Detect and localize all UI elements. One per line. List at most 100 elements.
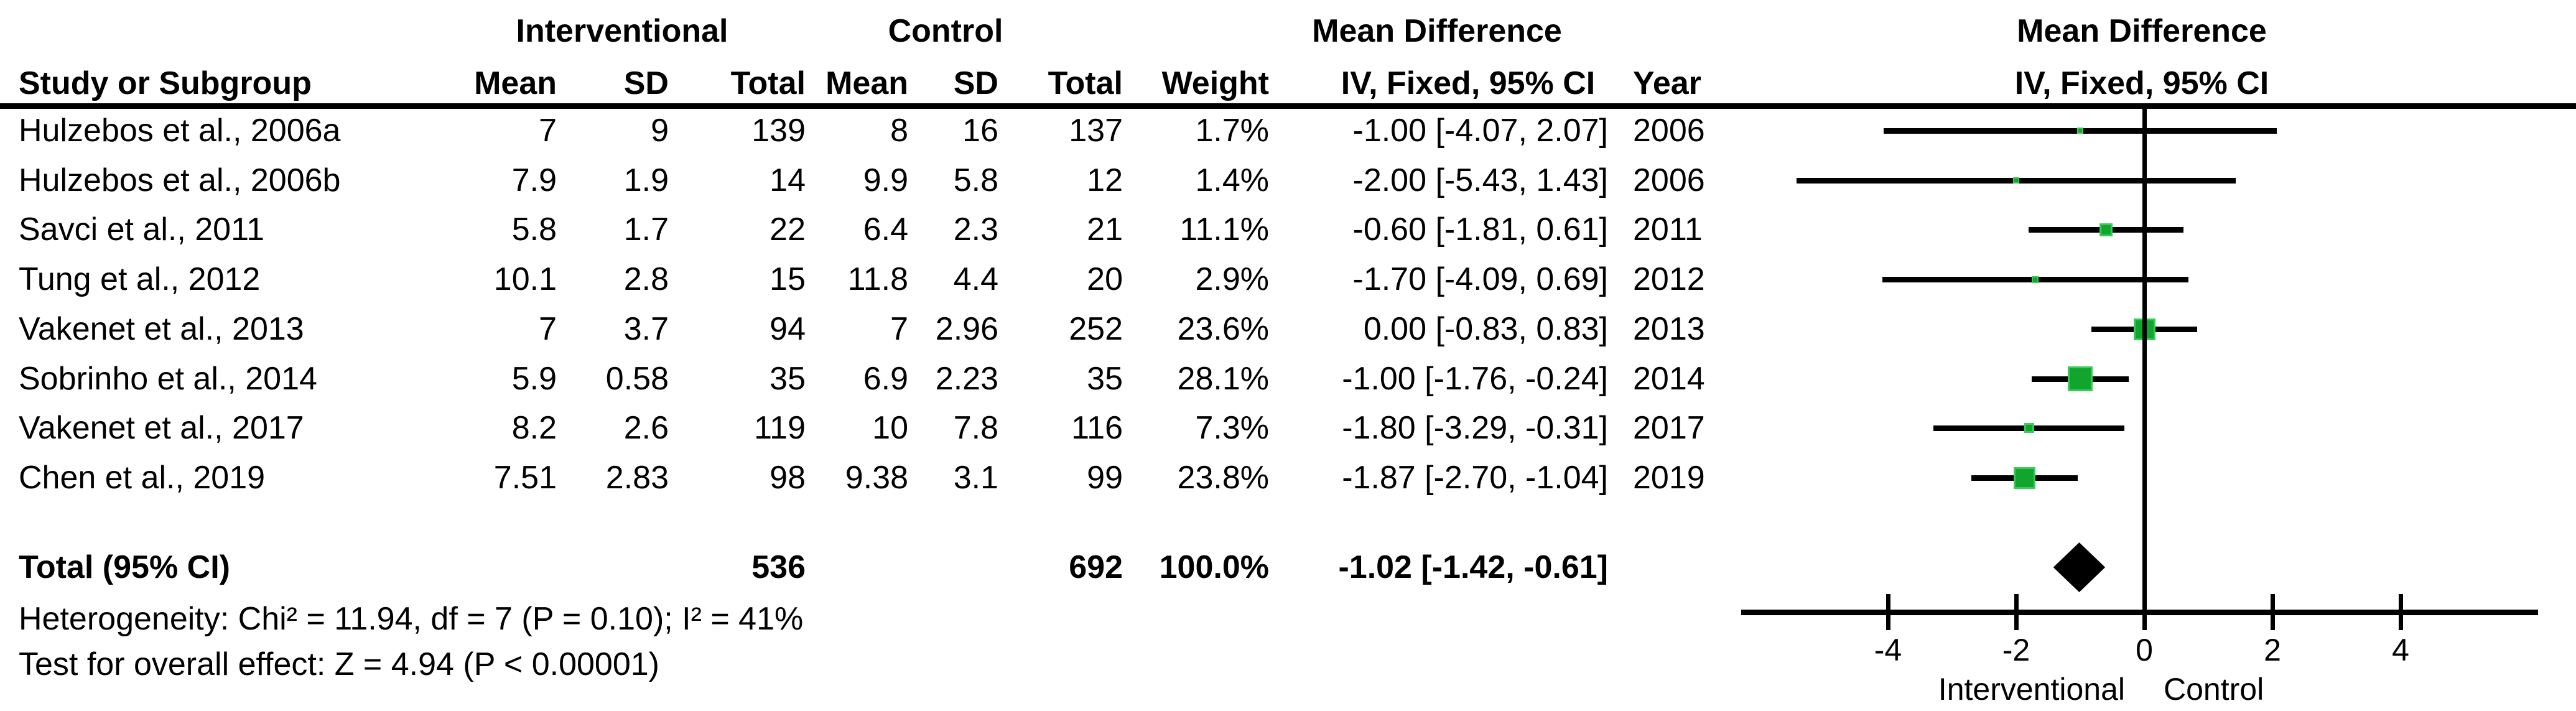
cell-weight: 7.3% bbox=[1195, 410, 1269, 446]
cell-year: 2006 bbox=[1633, 113, 1705, 149]
group-header-mean-difference-table: Mean Difference bbox=[1312, 13, 1562, 49]
total-ctrl-total: 692 bbox=[1069, 549, 1123, 585]
heterogeneity-text: Heterogeneity: Chi² = 11.94, df = 7 (P =… bbox=[19, 601, 804, 637]
cell-ctrl-sd: 7.8 bbox=[953, 410, 998, 446]
axis-tick-label: 2 bbox=[2264, 633, 2281, 667]
cell-ctrl-mean: 6.4 bbox=[863, 211, 908, 248]
cell-name: Chen et al., 2019 bbox=[19, 460, 266, 496]
cell-int-mean: 7 bbox=[539, 113, 557, 149]
axis-tick-label: -2 bbox=[2002, 633, 2030, 667]
axis-tick bbox=[1886, 594, 1890, 630]
overall-effect-text: Test for overall effect: Z = 4.94 (P < 0… bbox=[19, 646, 659, 682]
cell-ctrl-total: 116 bbox=[1071, 410, 1123, 446]
cell-name: Savci et al., 2011 bbox=[19, 211, 265, 248]
cell-year: 2014 bbox=[1633, 361, 1705, 397]
cell-int-sd: 2.83 bbox=[605, 460, 669, 496]
axis-tick-label: 0 bbox=[2136, 633, 2153, 667]
cell-name: Sobrinho et al., 2014 bbox=[19, 361, 317, 397]
cell-ci: 0.00 [-0.83, 0.83] bbox=[1363, 311, 1608, 347]
cell-int-sd: 2.6 bbox=[623, 410, 669, 446]
column-header-ctrl-total: Total bbox=[1048, 65, 1123, 101]
cell-ctrl-sd: 4.4 bbox=[953, 261, 998, 297]
cell-int-sd: 2.8 bbox=[623, 261, 669, 297]
cell-ctrl-mean: 10 bbox=[872, 410, 908, 446]
x-axis-line bbox=[1741, 610, 2538, 615]
axis-tick bbox=[2271, 594, 2275, 630]
cell-int-total: 94 bbox=[770, 311, 806, 347]
cell-int-mean: 10.1 bbox=[493, 261, 557, 297]
total-ci-text: -1.02 [-1.42, -0.61] bbox=[1338, 549, 1608, 585]
header-separator-line bbox=[0, 103, 2576, 109]
cell-ctrl-sd: 2.23 bbox=[935, 361, 998, 397]
cell-int-sd: 3.7 bbox=[623, 311, 669, 347]
cell-int-mean: 7 bbox=[539, 311, 557, 347]
cell-ci: -1.87 [-2.70, -1.04] bbox=[1342, 460, 1608, 496]
cell-name: Tung et al., 2012 bbox=[19, 261, 261, 297]
cell-ci: -1.80 [-3.29, -0.31] bbox=[1342, 410, 1608, 446]
effect-marker bbox=[2024, 423, 2034, 433]
cell-year: 2012 bbox=[1633, 261, 1705, 297]
cell-name: Vakenet et al., 2013 bbox=[19, 311, 304, 347]
column-header-plot-ci: IV, Fixed, 95% CI bbox=[2014, 65, 2269, 101]
cell-ctrl-sd: 2.3 bbox=[953, 211, 998, 248]
group-header-mean-difference-plot: Mean Difference bbox=[2017, 13, 2267, 49]
group-header-interventional: Interventional bbox=[516, 13, 728, 49]
cell-year: 2011 bbox=[1633, 211, 1703, 248]
cell-ctrl-mean: 9.38 bbox=[845, 460, 908, 496]
column-header-int-mean: Mean bbox=[474, 65, 557, 101]
effect-marker bbox=[2013, 177, 2019, 184]
effect-marker bbox=[2077, 128, 2083, 134]
cell-int-total: 35 bbox=[770, 361, 806, 397]
cell-year: 2006 bbox=[1633, 162, 1705, 198]
cell-int-sd: 0.58 bbox=[605, 361, 669, 397]
column-header-ctrl-mean: Mean bbox=[825, 65, 908, 101]
cell-ctrl-sd: 2.96 bbox=[935, 311, 998, 347]
cell-year: 2017 bbox=[1633, 410, 1705, 446]
zero-line bbox=[2142, 109, 2147, 616]
cell-ctrl-total: 252 bbox=[1069, 311, 1123, 347]
cell-weight: 28.1% bbox=[1177, 361, 1269, 397]
axis-tick bbox=[2142, 594, 2147, 630]
cell-weight: 11.1% bbox=[1179, 211, 1269, 248]
cell-int-mean: 5.8 bbox=[511, 211, 557, 248]
effect-marker bbox=[2099, 223, 2113, 236]
cell-int-mean: 8.2 bbox=[511, 410, 557, 446]
cell-ctrl-total: 12 bbox=[1087, 162, 1123, 198]
cell-int-mean: 7.51 bbox=[493, 460, 557, 496]
cell-ctrl-mean: 11.8 bbox=[847, 261, 908, 297]
cell-ctrl-total: 20 bbox=[1087, 261, 1123, 297]
cell-ctrl-total: 21 bbox=[1087, 211, 1123, 248]
cell-weight: 2.9% bbox=[1195, 261, 1269, 297]
axis-label-interventional: Interventional bbox=[1938, 672, 2125, 707]
cell-int-total: 98 bbox=[770, 460, 806, 496]
column-header-int-sd: SD bbox=[623, 65, 669, 101]
cell-int-mean: 5.9 bbox=[511, 361, 557, 397]
cell-name: Vakenet et al., 2017 bbox=[19, 410, 304, 446]
cell-ctrl-sd: 3.1 bbox=[953, 460, 998, 496]
cell-ci: -1.00 [-1.76, -0.24] bbox=[1342, 361, 1608, 397]
cell-ctrl-mean: 8 bbox=[890, 113, 908, 149]
cell-ctrl-mean: 7 bbox=[890, 311, 908, 347]
cell-ci: -2.00 [-5.43, 1.43] bbox=[1352, 162, 1609, 198]
cell-ctrl-sd: 5.8 bbox=[953, 162, 998, 198]
cell-int-total: 139 bbox=[751, 113, 806, 149]
cell-ci: -1.70 [-4.09, 0.69] bbox=[1352, 261, 1609, 297]
cell-int-total: 14 bbox=[770, 162, 806, 198]
total-weight: 100.0% bbox=[1159, 549, 1269, 585]
cell-int-mean: 7.9 bbox=[511, 162, 557, 198]
cell-ci: -0.60 [-1.81, 0.61] bbox=[1352, 211, 1609, 248]
cell-weight: 1.4% bbox=[1195, 162, 1269, 198]
column-header-study: Study or Subgroup bbox=[19, 65, 312, 101]
group-header-control: Control bbox=[888, 13, 1003, 49]
cell-year: 2019 bbox=[1633, 460, 1705, 496]
axis-label-control: Control bbox=[2164, 672, 2264, 707]
axis-tick-label: -4 bbox=[1874, 633, 1902, 667]
cell-name: Hulzebos et al., 2006b bbox=[19, 162, 341, 198]
cell-ctrl-sd: 16 bbox=[962, 113, 998, 149]
total-int-total: 536 bbox=[751, 549, 806, 585]
cell-name: Hulzebos et al., 2006a bbox=[19, 113, 341, 149]
column-header-ctrl-sd: SD bbox=[953, 65, 998, 101]
cell-ctrl-total: 35 bbox=[1087, 361, 1123, 397]
axis-tick bbox=[2014, 594, 2019, 630]
